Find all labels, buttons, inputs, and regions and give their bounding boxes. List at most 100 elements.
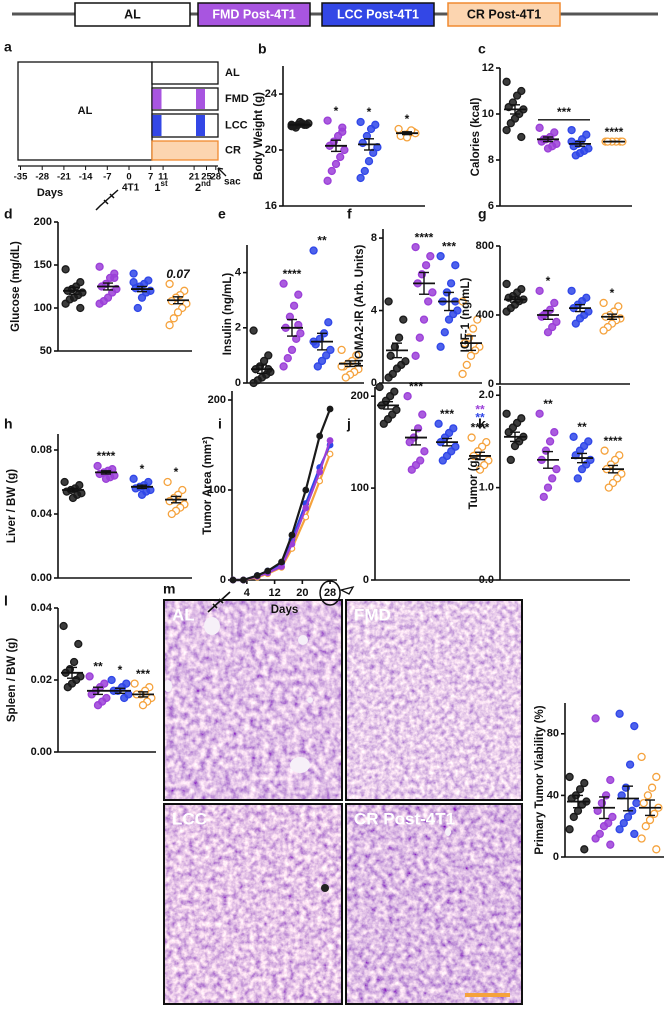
dot — [419, 315, 429, 324]
dot — [600, 446, 609, 455]
significance-label: **** — [283, 267, 302, 281]
dot — [550, 428, 559, 437]
dot — [614, 302, 623, 311]
line-point — [326, 437, 334, 444]
y-tick-label: 2.0 — [479, 389, 494, 401]
dot — [323, 116, 332, 125]
dot — [331, 159, 341, 169]
dot — [379, 419, 388, 428]
dot — [61, 299, 70, 308]
y-tick-label: 0.00 — [31, 746, 52, 758]
dot — [356, 117, 365, 127]
dot — [167, 509, 176, 519]
dot — [138, 701, 148, 710]
y-tick-label: 40 — [547, 789, 559, 801]
artifact — [321, 884, 329, 892]
histology-label: AL — [172, 605, 195, 624]
y-tick-label: 150 — [34, 259, 52, 271]
dot — [63, 683, 72, 692]
dot — [569, 812, 578, 822]
dot — [438, 456, 447, 465]
schematic-row — [151, 61, 219, 85]
dot — [129, 278, 138, 287]
dot — [426, 252, 435, 261]
significance-label: *** — [442, 239, 456, 253]
dot — [309, 246, 318, 255]
dot — [384, 373, 393, 382]
syringe — [207, 591, 231, 613]
significance-label: * — [405, 112, 410, 126]
diet-cycle — [196, 115, 205, 136]
dot — [604, 483, 613, 492]
line-point — [326, 405, 334, 413]
panel-letter: d — [4, 206, 13, 222]
dot — [169, 314, 178, 323]
dot — [440, 328, 449, 337]
schematic-tick-label: 7 — [148, 172, 153, 183]
significance-label: * — [610, 286, 615, 300]
line-point — [264, 567, 272, 575]
y-tick-label: 100 — [208, 484, 226, 496]
dot — [468, 324, 478, 333]
panel-letter: l — [4, 593, 8, 609]
image-border — [163, 803, 343, 1005]
y-axis-label: Body Weight (g) — [253, 92, 265, 180]
significance-label: *** — [409, 379, 423, 393]
dot — [517, 132, 526, 142]
dot — [68, 493, 78, 503]
dot — [571, 151, 580, 160]
significance-label: * — [140, 462, 145, 476]
x-tick-label: 20 — [296, 587, 308, 599]
line-point — [288, 531, 296, 539]
syringe — [95, 189, 119, 211]
significance-label: **** — [471, 421, 490, 435]
dot — [434, 419, 443, 428]
dot — [405, 437, 414, 447]
dot — [108, 288, 117, 297]
dot — [580, 845, 589, 854]
y-tick-label: 8 — [371, 232, 377, 244]
diet-cycle — [152, 115, 162, 136]
y-axis-label: Tumor Area (mm²) — [202, 436, 214, 535]
dot — [436, 342, 445, 351]
dot — [615, 825, 624, 834]
dot — [95, 262, 104, 271]
y-tick-label: 80 — [547, 728, 559, 740]
dot — [336, 152, 345, 162]
dot — [294, 290, 303, 299]
dot — [599, 298, 608, 308]
dot — [384, 297, 393, 306]
dot — [69, 657, 79, 667]
x-tick-label: 12 — [268, 587, 280, 599]
dot — [510, 441, 520, 451]
y-tick-label: 200 — [208, 394, 226, 406]
dot — [506, 455, 515, 465]
dot — [289, 301, 299, 310]
dot — [360, 166, 369, 176]
dot — [575, 785, 585, 794]
histology-image — [163, 599, 343, 801]
dot — [110, 273, 119, 283]
y-axis-label: Liver / BW (g) — [6, 469, 18, 543]
y-tick-label: 10 — [482, 108, 494, 120]
dot — [577, 464, 587, 474]
dot — [340, 145, 349, 155]
dot — [580, 778, 589, 788]
dot — [399, 315, 408, 324]
dot — [292, 334, 301, 343]
dot — [446, 279, 456, 288]
y-tick-label: 100 — [351, 482, 369, 494]
significance-label: *** — [136, 667, 150, 681]
histology-label: CR Post-4T1 — [354, 809, 455, 828]
dot — [543, 144, 553, 153]
schematic-tick-label: 25 — [201, 172, 212, 183]
y-axis-label: HOMA2-IR (Arb. Units) — [354, 245, 366, 368]
dot — [313, 362, 322, 371]
dot — [324, 318, 333, 327]
highlight-circle — [319, 580, 341, 606]
schematic-tick-label: -35 — [14, 172, 28, 183]
dot — [591, 834, 600, 843]
line-point — [253, 572, 261, 579]
dot — [539, 492, 548, 502]
dot — [550, 298, 559, 308]
